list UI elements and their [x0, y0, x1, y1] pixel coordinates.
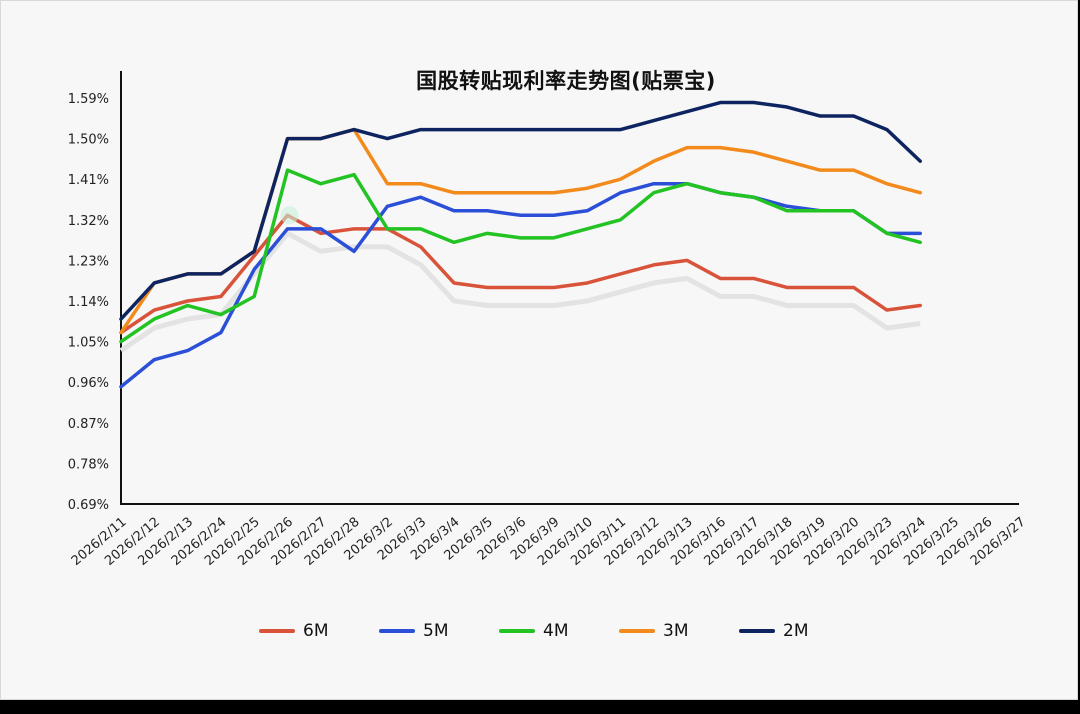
legend-item-5m: 5M [379, 621, 499, 641]
y-tick-label: 0.87% [68, 417, 109, 432]
series-line-4m [119, 168, 922, 344]
chart-frame: 国股转贴现利率走势图(贴票宝) 1.59% 1.50% 1.41% 1.32% 1.23… [0, 0, 1078, 700]
y-tick-label: 0.96% [68, 376, 109, 391]
legend-label: 5M [423, 621, 449, 641]
y-tick-label: 0.78% [68, 457, 109, 472]
legend-item-3m: 3M [619, 621, 739, 641]
y-tick-label: 0.69% [68, 498, 109, 513]
y-tick-label: 1.05% [68, 336, 109, 351]
legend-label: 2M [783, 621, 809, 641]
series-shadow [119, 230, 921, 353]
legend-label: 3M [663, 621, 689, 641]
legend-swatch-6m-icon [259, 629, 295, 633]
legend-item-6m: 6M [259, 621, 379, 641]
y-tick-label: 1.32% [68, 214, 109, 229]
y-tick-label: 1.23% [68, 254, 109, 269]
y-tick-label: 1.59% [68, 92, 109, 107]
bottom-bar [0, 703, 1080, 714]
series-line-2m [119, 100, 922, 321]
y-tick-label: 1.41% [68, 173, 109, 188]
chart-title: 国股转贴现利率走势图(贴票宝) [416, 69, 716, 93]
legend-swatch-3m-icon [619, 629, 655, 633]
legend-swatch-2m-icon [739, 629, 775, 633]
legend-label: 4M [543, 621, 569, 641]
legend-label: 6M [303, 621, 329, 641]
line-chart-plot: 1.59% 1.50% 1.41% 1.32% 1.23% 1.14% 1.05% 0.96%… [68, 71, 1029, 569]
series-line-6m [119, 213, 922, 335]
legend-item-2m: 2M [739, 621, 859, 641]
legend-swatch-5m-icon [379, 629, 415, 633]
legend-item-4m: 4M [499, 621, 619, 641]
series-line-5m [119, 181, 922, 389]
y-tick-label: 1.50% [68, 133, 109, 148]
hover-highlight [280, 206, 299, 225]
legend-swatch-4m-icon [499, 629, 535, 633]
chart-legend: 6M 5M 4M 3M 2M [259, 621, 859, 641]
y-tick-label: 1.14% [68, 295, 109, 310]
